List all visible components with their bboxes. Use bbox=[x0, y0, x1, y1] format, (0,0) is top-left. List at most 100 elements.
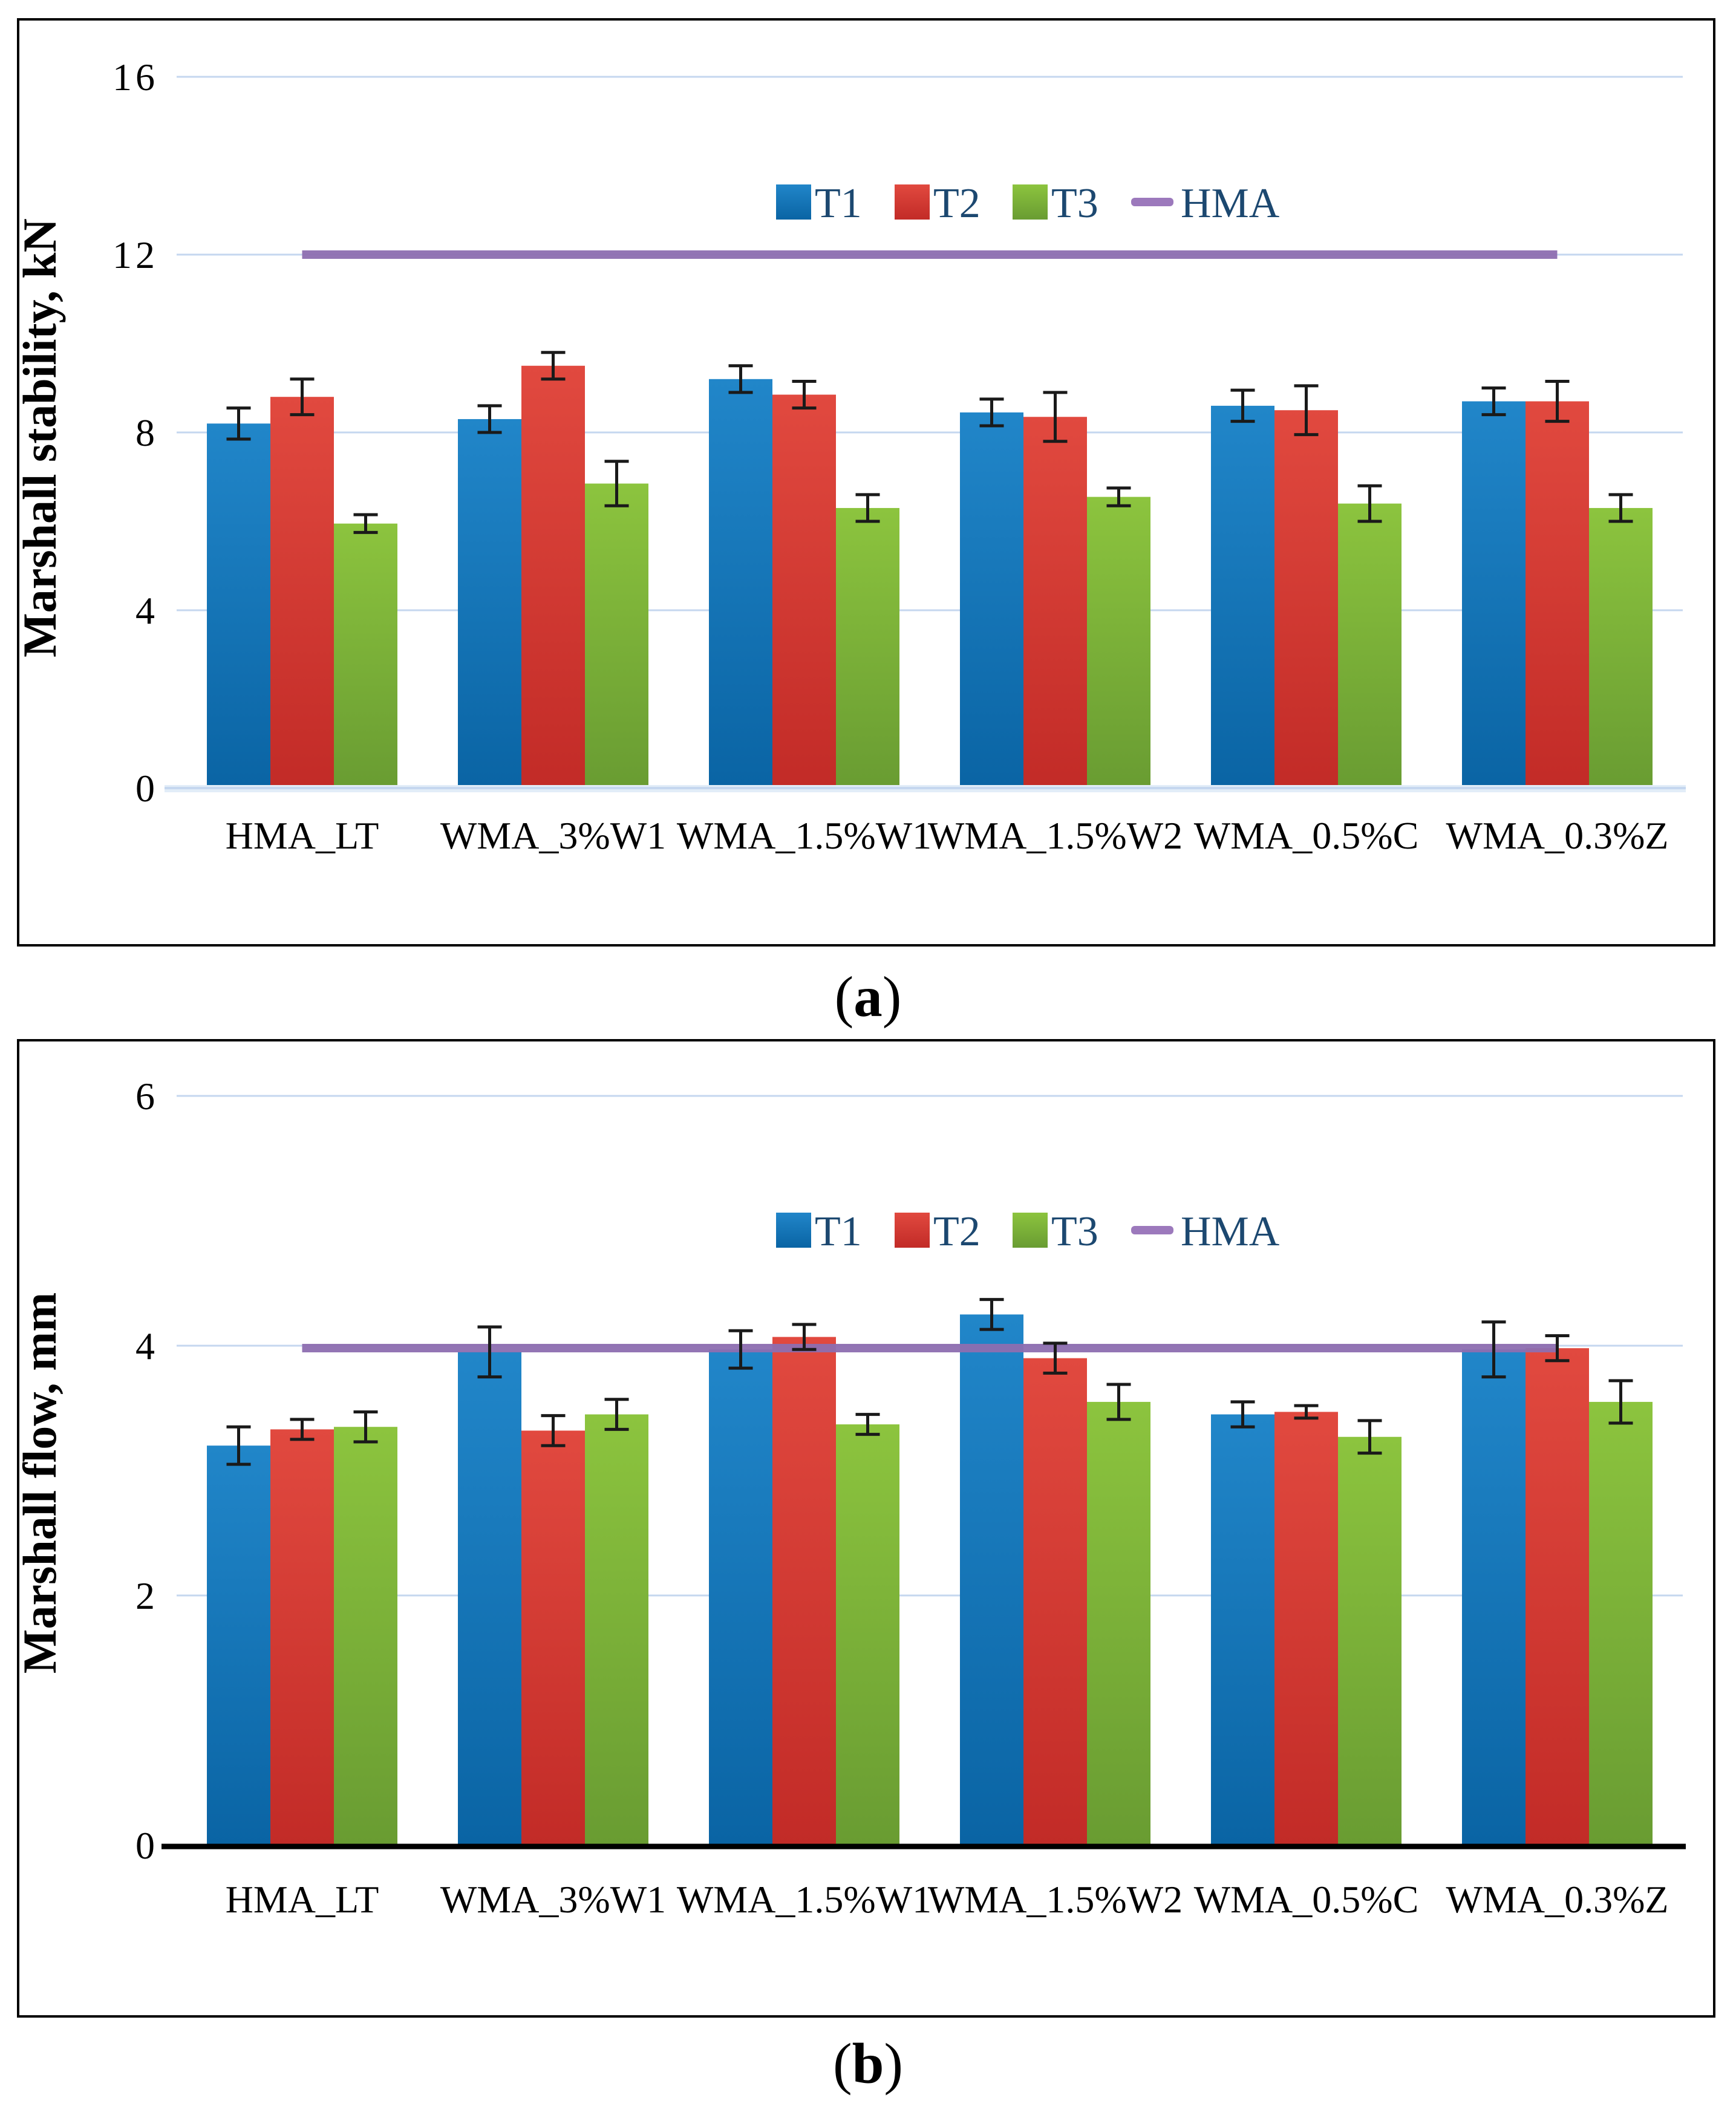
legend-swatch bbox=[895, 1213, 930, 1248]
bar-t1-3 bbox=[709, 379, 772, 788]
x-tick-label: WMA_0.5%C bbox=[1194, 1878, 1419, 1921]
bar-t3-1 bbox=[334, 523, 397, 788]
error-bar-t3-1 bbox=[353, 1410, 378, 1444]
bar-t2-3 bbox=[772, 394, 836, 788]
y-tick-label: 8 bbox=[135, 411, 158, 454]
bar-t1-4 bbox=[960, 412, 1023, 788]
x-tick-label: WMA_0.3%Z bbox=[1446, 1878, 1669, 1921]
legend-label: T3 bbox=[1051, 1208, 1098, 1255]
legend-item-t2: T2 bbox=[895, 180, 981, 227]
error-bar-t2-2 bbox=[541, 351, 566, 381]
bar-t1-5 bbox=[1211, 405, 1274, 788]
x-tick-label: WMA_0.5%C bbox=[1194, 814, 1419, 857]
chart-b-panel: 0 2 4 6 HMA_LT WMA_3%W1 WMA_1.5%W1 WMA_1.5%W2 WM… bbox=[17, 1039, 1715, 2018]
error-bar-t3-6 bbox=[1608, 1379, 1633, 1425]
legend-item-t3: T3 bbox=[1013, 180, 1098, 227]
error-bar-t2-5 bbox=[1294, 1404, 1319, 1420]
legend-item-t2: T2 bbox=[895, 1208, 981, 1255]
bar-t1-5 bbox=[1211, 1414, 1274, 1845]
y-tick-label: 16 bbox=[113, 56, 158, 99]
bar-t3-6 bbox=[1589, 507, 1653, 788]
caption-a-close-paren: ) bbox=[882, 965, 902, 1029]
error-bar-t1-1 bbox=[226, 1425, 251, 1466]
y-tick-label: 4 bbox=[135, 589, 158, 632]
bar-t3-4 bbox=[1087, 497, 1150, 788]
legend-swatch bbox=[895, 184, 930, 220]
error-bar-t1-4 bbox=[979, 397, 1004, 428]
bar-t2-4 bbox=[1023, 1358, 1087, 1845]
error-bar-t1-5 bbox=[1230, 388, 1255, 423]
error-bar-t3-5 bbox=[1357, 1419, 1382, 1455]
bar-t1-4 bbox=[960, 1314, 1023, 1845]
bar-t2-5 bbox=[1274, 1412, 1338, 1845]
x-tick-label: WMA_1.5%W1 bbox=[677, 1878, 932, 1921]
bar-t2-1 bbox=[270, 397, 334, 788]
legend-item-t3: T3 bbox=[1013, 1208, 1098, 1255]
legend-swatch bbox=[776, 1213, 811, 1248]
error-bar-t3-4 bbox=[1106, 486, 1131, 507]
error-bar-t3-2 bbox=[604, 460, 629, 507]
caption-b-close-paren: ) bbox=[884, 2032, 904, 2096]
caption-a-letter: a bbox=[853, 965, 883, 1029]
error-bar-t2-1 bbox=[290, 377, 315, 417]
legend-hma-dash bbox=[1131, 198, 1173, 206]
y-tick-label: 0 bbox=[135, 767, 158, 810]
y-tick-label: 12 bbox=[113, 233, 158, 276]
x-tick-label: HMA_LT bbox=[226, 1878, 379, 1921]
caption-b-letter: b bbox=[852, 2032, 884, 2096]
bar-t3-2 bbox=[585, 483, 648, 788]
legend-swatch bbox=[1013, 184, 1048, 220]
error-bar-t1-6 bbox=[1481, 1320, 1506, 1379]
bar-t2-3 bbox=[772, 1337, 836, 1845]
bar-t3-3 bbox=[836, 507, 899, 788]
x-tick-label: WMA_0.3%Z bbox=[1446, 814, 1669, 857]
legend-swatch bbox=[1013, 1213, 1048, 1248]
legend-label: HMA bbox=[1181, 1208, 1280, 1255]
error-bar-t3-6 bbox=[1608, 493, 1633, 523]
error-bar-t3-3 bbox=[855, 493, 880, 523]
error-bar-t2-6 bbox=[1545, 379, 1570, 423]
bar-t3-5 bbox=[1338, 1436, 1402, 1845]
x-tick-label: HMA_LT bbox=[226, 814, 379, 857]
bar-t1-2 bbox=[458, 1352, 521, 1845]
error-bar-t1-3 bbox=[728, 1329, 753, 1370]
bar-t1-2 bbox=[458, 419, 521, 788]
y-tick-label: 6 bbox=[135, 1075, 158, 1118]
y-axis-title: Marshall flow, mm bbox=[19, 1292, 66, 1673]
legend-label: T3 bbox=[1051, 180, 1098, 227]
legend: T1 T2 T3 HMA bbox=[776, 180, 1280, 227]
x-tick-label: WMA_3%W1 bbox=[440, 814, 666, 857]
bar-t2-2 bbox=[521, 1430, 585, 1845]
bar-t2-2 bbox=[521, 365, 585, 788]
caption-b: (b) bbox=[0, 2027, 1736, 2100]
error-bar-t3-4 bbox=[1106, 1383, 1131, 1421]
y-tick-label: 4 bbox=[135, 1325, 158, 1367]
bar-t2-6 bbox=[1526, 1348, 1589, 1845]
caption-a-open-paren: ( bbox=[834, 965, 854, 1029]
error-bar-t3-3 bbox=[855, 1413, 880, 1436]
legend-label: HMA bbox=[1181, 180, 1280, 227]
bar-t3-2 bbox=[585, 1414, 648, 1845]
legend-label: T1 bbox=[815, 1208, 862, 1255]
error-bar-t3-2 bbox=[604, 1398, 629, 1431]
error-bar-t2-2 bbox=[541, 1414, 566, 1447]
bar-t1-1 bbox=[207, 1445, 270, 1845]
error-bar-t3-1 bbox=[353, 513, 378, 534]
error-bar-t1-2 bbox=[477, 1325, 502, 1379]
chart-a-panel: 0 4 8 12 16 HMA_LT WMA_3%W1 WMA_1.5%W1 WMA_1.5%W… bbox=[17, 18, 1715, 947]
error-bar-t2-3 bbox=[792, 379, 817, 410]
error-bar-t1-6 bbox=[1481, 386, 1506, 417]
x-tick-label: WMA_3%W1 bbox=[440, 1878, 666, 1921]
error-bar-t1-4 bbox=[979, 1298, 1004, 1331]
bar-t1-6 bbox=[1462, 1349, 1526, 1845]
bar-t1-3 bbox=[709, 1349, 772, 1845]
chart-a-marshall-stability: 0 4 8 12 16 HMA_LT WMA_3%W1 WMA_1.5%W1WMA_1.5%W… bbox=[19, 56, 1686, 857]
legend-swatch bbox=[776, 184, 811, 220]
bar-t3-1 bbox=[334, 1427, 397, 1845]
bar-t1-1 bbox=[207, 423, 270, 788]
error-bar-t2-1 bbox=[290, 1418, 315, 1441]
error-bar-t2-4 bbox=[1043, 1341, 1068, 1375]
legend-label: T2 bbox=[933, 180, 981, 227]
